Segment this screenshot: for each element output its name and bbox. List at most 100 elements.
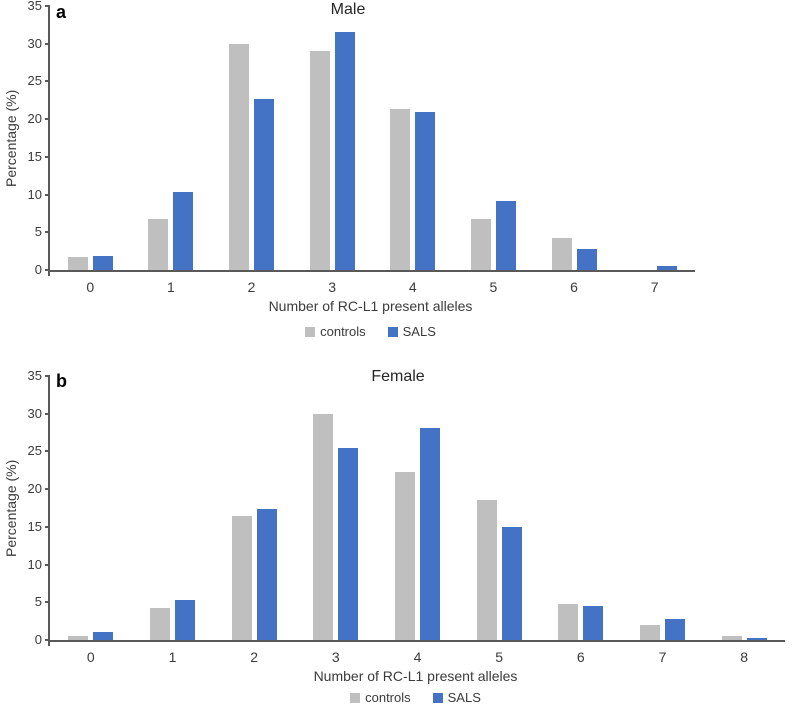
x-tick-label: 4 xyxy=(413,649,422,665)
bar-group-2 xyxy=(213,376,295,640)
x-tick-label: 0 xyxy=(86,649,95,665)
bar-sals-x5 xyxy=(495,200,516,270)
y-tick-mark xyxy=(45,5,50,7)
y-tick-mark xyxy=(45,450,50,453)
bar-group-1 xyxy=(132,376,214,640)
bar-sals-x3 xyxy=(334,31,355,270)
bar-controls-x2 xyxy=(229,44,250,270)
bar-sals-x4 xyxy=(415,112,436,270)
bar-sals-x0 xyxy=(92,256,113,270)
sals-swatch-icon xyxy=(432,692,443,703)
bar-controls-x1 xyxy=(148,218,169,270)
chart-title-male: Male xyxy=(330,1,366,18)
bar-group-0 xyxy=(50,6,131,270)
y-tick: 30 xyxy=(27,405,50,421)
y-tick-mark xyxy=(45,42,50,45)
y-tick-mark xyxy=(45,118,50,121)
x-tick-label: 1 xyxy=(167,279,175,295)
y-tick-label: 10 xyxy=(27,556,42,572)
x-tick-label: 1 xyxy=(168,649,177,665)
female-chart-panel: b Female Percentage (%) 0 5 10 15 20 25 30 35 0… xyxy=(0,355,797,709)
y-axis-title: Percentage (%) xyxy=(3,459,19,557)
y-tick-label: 15 xyxy=(27,148,42,164)
y-tick: 10 xyxy=(27,186,50,202)
bar-controls-x6 xyxy=(558,603,579,640)
y-tick: 35 xyxy=(28,0,50,13)
legend: controls SALS xyxy=(48,324,693,339)
chart-title-female: Female xyxy=(371,368,425,385)
bar-controls-x0 xyxy=(67,257,88,270)
y-tick-mark xyxy=(45,80,50,83)
y-tick: 25 xyxy=(28,444,50,458)
controls-swatch-icon xyxy=(350,692,361,703)
bar-group-2 xyxy=(211,6,292,270)
y-tick-label: 10 xyxy=(27,186,42,202)
bar-group-7 xyxy=(614,6,695,270)
y-tick-label: 35 xyxy=(27,368,42,383)
y-tick-mark xyxy=(45,193,50,196)
y-tick-label: 35 xyxy=(27,0,42,13)
y-tick-label: 20 xyxy=(27,481,42,497)
legend-label-controls: controls xyxy=(365,690,411,705)
y-tick-mark xyxy=(45,563,50,566)
bar-sals-x7 xyxy=(657,266,678,270)
y-tick: 5 xyxy=(35,225,50,239)
bar-group-3 xyxy=(295,376,377,640)
y-tick-label: 5 xyxy=(34,594,42,610)
plot-area: 0 5 10 15 20 25 30 35 0 1 2 3 4 5 6 7 8 xyxy=(28,369,785,665)
bar-controls-x2 xyxy=(231,515,252,640)
bar-controls-x5 xyxy=(476,499,497,640)
bar-controls-x3 xyxy=(313,414,334,640)
bar-controls-x1 xyxy=(149,607,170,640)
bar-group-6 xyxy=(540,376,622,640)
bar-sals-x3 xyxy=(338,448,359,640)
x-tick-label: 7 xyxy=(658,649,667,665)
legend: controls SALS xyxy=(48,690,783,705)
y-axis-ticks: 0 5 10 15 20 25 30 35 xyxy=(28,0,695,277)
y-axis-ticks: 0 5 10 15 20 25 30 35 xyxy=(28,369,785,647)
x-tick-label: 7 xyxy=(650,279,659,295)
legend-item-sals: SALS xyxy=(432,690,481,705)
bar-controls-x5 xyxy=(470,218,491,270)
y-tick-label: 25 xyxy=(27,443,42,459)
y-tick-label: 25 xyxy=(27,73,42,89)
x-tick-label: 2 xyxy=(247,279,256,295)
y-tick-label: 5 xyxy=(34,224,42,240)
x-tick-label: 8 xyxy=(740,649,749,665)
bar-group-7 xyxy=(622,376,704,640)
bar-sals-x5 xyxy=(501,526,522,640)
bar-controls-x4 xyxy=(390,108,411,270)
y-tick: 30 xyxy=(28,36,50,51)
bar-sals-x6 xyxy=(583,606,604,640)
bar-group-4 xyxy=(373,6,454,270)
y-tick-label: 15 xyxy=(27,518,42,534)
bar-controls-x7 xyxy=(639,624,660,640)
y-tick-mark xyxy=(45,412,50,415)
y-tick-mark xyxy=(45,155,50,158)
bar-sals-x4 xyxy=(419,428,440,640)
y-tick-label: 30 xyxy=(27,405,42,421)
bar-controls-x4 xyxy=(394,471,415,640)
bar-sals-x0 xyxy=(93,632,114,640)
y-tick: 20 xyxy=(28,112,50,126)
y-tick: 5 xyxy=(35,595,50,609)
y-tick: 35 xyxy=(28,369,50,383)
bar-group-5 xyxy=(458,376,540,640)
y-tick-mark xyxy=(45,639,50,641)
bar-group-0 xyxy=(50,376,132,640)
x-tick-label: 5 xyxy=(495,649,504,665)
x-tick-label: 0 xyxy=(86,279,95,295)
y-axis-title: Percentage (%) xyxy=(3,89,19,187)
y-tick: 25 xyxy=(28,74,50,88)
bar-group-4 xyxy=(377,376,459,640)
x-axis-title: Number of RC-L1 present alleles xyxy=(268,298,473,314)
bar-sals-x2 xyxy=(254,98,275,270)
y-tick: 20 xyxy=(28,482,50,496)
bar-group-3 xyxy=(292,6,373,270)
bar-controls-x0 xyxy=(68,636,89,640)
legend-label-sals: SALS xyxy=(447,690,481,705)
panel-label-b: b xyxy=(56,371,67,391)
y-tick-label: 20 xyxy=(27,111,42,127)
x-tick-label: 3 xyxy=(331,649,340,665)
